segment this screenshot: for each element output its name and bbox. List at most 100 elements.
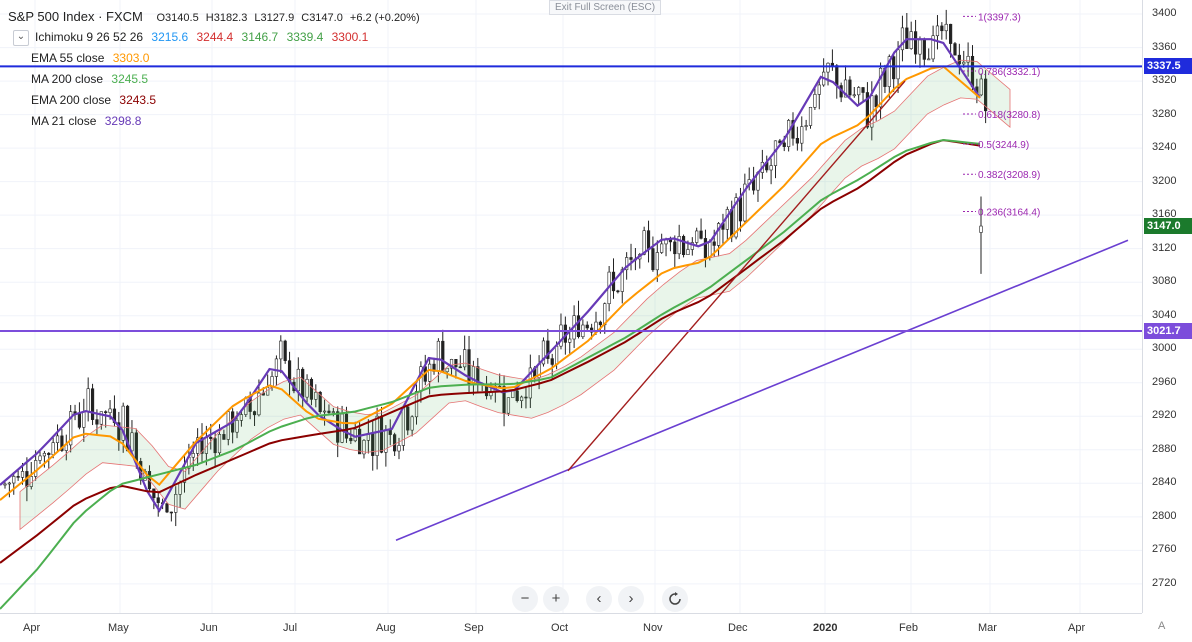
reset-icon — [669, 592, 681, 605]
candle-body — [642, 230, 646, 255]
chart-area[interactable]: 1(3397.3) 0.786(3332.1) 0.618(3280.8) 0.5(3… — [0, 0, 1142, 613]
candle-body — [16, 476, 20, 478]
zoom-in-button[interactable]: + — [543, 586, 569, 612]
candle-body — [896, 49, 900, 80]
auto-scale-button[interactable]: A — [1158, 620, 1166, 632]
candle-body — [20, 471, 25, 478]
candle-body — [156, 497, 160, 503]
close-value: C3147.0 — [301, 12, 343, 24]
candle-body — [703, 238, 708, 258]
candle-body — [357, 428, 362, 455]
chart-legend: S&P 500 Index · FXCM O3140.5 H3182.3 L31… — [8, 6, 420, 132]
price-axis[interactable]: 2720 2760 2800 2840 2880 2920 2960 3000 3040 3080… — [1142, 0, 1192, 613]
candle-body — [826, 62, 830, 73]
candle-body — [598, 321, 602, 326]
time-axis[interactable]: Apr May Jun Jul Aug Sep Oct Nov Dec 2020 Feb Mar Apr — [0, 613, 1142, 642]
candle-body — [668, 239, 673, 243]
inner-trendline — [567, 80, 906, 472]
ichimoku-value-3: 3146.7 — [241, 30, 279, 44]
candle-body — [800, 126, 804, 144]
candle-body — [104, 411, 108, 413]
candle-body — [305, 378, 309, 398]
ema55-value: 3303.0 — [112, 51, 150, 65]
candle-body — [397, 445, 401, 452]
candle-body — [519, 396, 524, 401]
candle-body — [769, 165, 773, 171]
candle-body — [414, 391, 419, 418]
candle-body — [108, 408, 112, 413]
candle-body — [804, 125, 808, 127]
price-tick-label: 2920 — [1152, 409, 1177, 422]
candle-body — [660, 243, 664, 253]
candle-body — [625, 257, 629, 271]
price-tag: 3337.5 — [1144, 58, 1192, 75]
candle-body — [699, 230, 703, 239]
candle-body — [681, 236, 686, 255]
zoom-out-button[interactable]: − — [512, 586, 538, 612]
lower-trendline — [395, 239, 1129, 542]
candle-body — [935, 25, 940, 37]
high-value: H3182.3 — [205, 12, 248, 24]
legend-ema55[interactable]: EMA 55 close 3303.0 — [8, 48, 420, 69]
price-tick-label: 3360 — [1152, 40, 1177, 53]
candle-body — [953, 43, 957, 56]
candle-body — [848, 79, 852, 96]
candle-body — [3, 483, 7, 486]
candle-body — [90, 388, 95, 420]
candle-body — [349, 437, 353, 442]
ema200-value: 3243.5 — [119, 93, 157, 107]
candle-body — [200, 437, 204, 454]
time-tick-label: Jul — [283, 622, 298, 634]
price-tick-label: 3120 — [1152, 241, 1177, 254]
candle-body — [121, 405, 125, 441]
candle-body — [900, 27, 905, 51]
price-tick-label: 3280 — [1152, 107, 1177, 120]
legend-ema200[interactable]: EMA 200 close 3243.5 — [8, 90, 420, 111]
price-tick-label: 2720 — [1152, 576, 1177, 589]
candle-body — [82, 411, 86, 428]
candle-body — [878, 67, 883, 108]
ichimoku-value-5: 3300.1 — [331, 30, 369, 44]
series-line-3 — [0, 139, 981, 564]
candle-body — [524, 396, 528, 399]
fib-level-label: 0.618(3280.8) — [978, 110, 1040, 121]
legend-ma200[interactable]: MA 200 close 3245.5 — [8, 69, 420, 90]
reset-chart-button[interactable] — [662, 586, 688, 612]
candle-body — [191, 453, 195, 458]
candle-body — [629, 257, 633, 260]
candle-body — [931, 35, 935, 60]
candle-body — [60, 435, 64, 451]
legend-ichimoku[interactable]: ⌄ Ichimoku 9 26 52 26 3215.6 3244.4 3146.… — [8, 27, 420, 48]
candle-body — [922, 39, 926, 60]
price-tick-label: 3320 — [1152, 74, 1177, 87]
candle-body — [252, 411, 257, 416]
candle-body — [99, 411, 103, 425]
candle-body — [984, 78, 988, 112]
candle-body — [309, 378, 314, 400]
candle-body — [541, 340, 546, 365]
candle-body — [835, 65, 839, 86]
candle-body — [830, 62, 834, 66]
price-tick-label: 3080 — [1152, 275, 1177, 288]
ema55-label: EMA 55 close — [31, 51, 105, 65]
candle-body — [528, 367, 532, 399]
scroll-left-button[interactable]: ‹ — [586, 586, 612, 612]
price-chart[interactable]: 1(3397.3) 0.786(3332.1) 0.618(3280.8) 0.5(3… — [0, 0, 1142, 613]
legend-ma21[interactable]: MA 21 close 3298.8 — [8, 111, 420, 132]
candle-body — [568, 338, 572, 343]
candle-body — [393, 434, 397, 452]
scroll-right-button[interactable]: › — [618, 586, 644, 612]
candle-body — [940, 25, 944, 32]
price-tag: 3021.7 — [1144, 323, 1192, 340]
candle-body — [152, 488, 156, 499]
exit-fullscreen-button[interactable]: Exit Full Screen (ESC) — [549, 0, 662, 15]
candle-body — [449, 359, 454, 369]
candle-body — [454, 359, 458, 368]
chevron-down-icon[interactable]: ⌄ — [13, 29, 29, 46]
ichimoku-label: Ichimoku 9 26 52 26 — [35, 30, 144, 44]
candle-body — [362, 440, 366, 455]
fib-level-label: 0.5(3244.9) — [978, 140, 1029, 151]
candle-body — [436, 340, 441, 372]
candle-body — [55, 435, 60, 443]
candle-body — [677, 236, 681, 255]
